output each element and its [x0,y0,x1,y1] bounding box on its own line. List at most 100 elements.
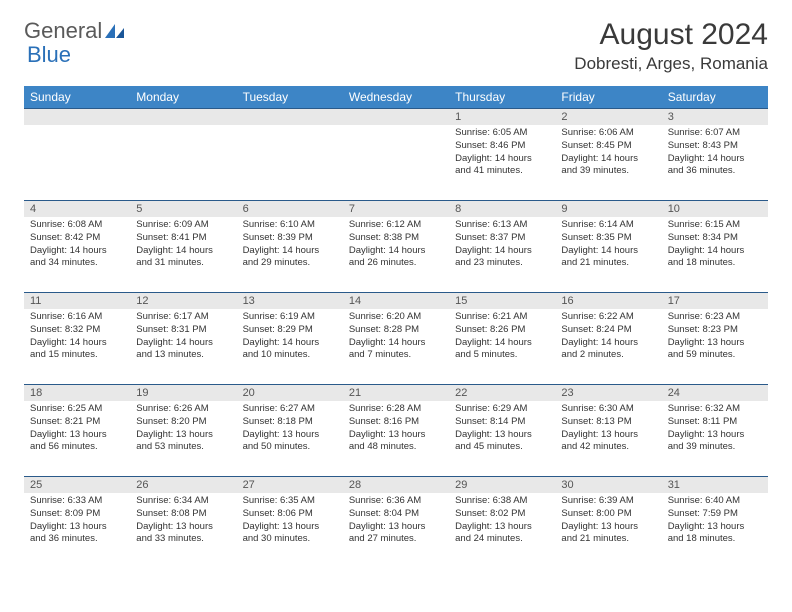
sunset-line: Sunset: 8:04 PM [349,508,443,521]
calendar-week: 25Sunrise: 6:33 AMSunset: 8:09 PMDayligh… [24,477,768,569]
calendar-week: 18Sunrise: 6:25 AMSunset: 8:21 PMDayligh… [24,385,768,477]
calendar-cell: 20Sunrise: 6:27 AMSunset: 8:18 PMDayligh… [237,385,343,477]
daylight-line: Daylight: 14 hours and 34 minutes. [30,245,124,271]
sunset-line: Sunset: 8:18 PM [243,416,337,429]
sunrise-line: Sunrise: 6:14 AM [561,219,655,232]
daylight-line: Daylight: 13 hours and 24 minutes. [455,521,549,547]
sunrise-line: Sunrise: 6:07 AM [668,127,762,140]
daylight-line: Daylight: 13 hours and 56 minutes. [30,429,124,455]
day-details: Sunrise: 6:33 AMSunset: 8:09 PMDaylight:… [24,493,130,550]
day-number: 3 [662,109,768,125]
sunset-line: Sunset: 8:46 PM [455,140,549,153]
calendar-cell: 18Sunrise: 6:25 AMSunset: 8:21 PMDayligh… [24,385,130,477]
sunrise-line: Sunrise: 6:08 AM [30,219,124,232]
sunset-line: Sunset: 8:20 PM [136,416,230,429]
daylight-line: Daylight: 14 hours and 23 minutes. [455,245,549,271]
daylight-line: Daylight: 14 hours and 7 minutes. [349,337,443,363]
sunrise-line: Sunrise: 6:33 AM [30,495,124,508]
month-title: August 2024 [574,18,768,52]
sunrise-line: Sunrise: 6:27 AM [243,403,337,416]
day-details: Sunrise: 6:16 AMSunset: 8:32 PMDaylight:… [24,309,130,366]
sunrise-line: Sunrise: 6:17 AM [136,311,230,324]
day-header-row: SundayMondayTuesdayWednesdayThursdayFrid… [24,86,768,109]
calendar-cell: 27Sunrise: 6:35 AMSunset: 8:06 PMDayligh… [237,477,343,569]
day-details: Sunrise: 6:30 AMSunset: 8:13 PMDaylight:… [555,401,661,458]
daylight-line: Daylight: 13 hours and 36 minutes. [30,521,124,547]
sunset-line: Sunset: 8:29 PM [243,324,337,337]
sunset-line: Sunset: 8:14 PM [455,416,549,429]
daylight-line: Daylight: 13 hours and 53 minutes. [136,429,230,455]
calendar-week: 1Sunrise: 6:05 AMSunset: 8:46 PMDaylight… [24,109,768,201]
day-details: Sunrise: 6:06 AMSunset: 8:45 PMDaylight:… [555,125,661,182]
daylight-line: Daylight: 13 hours and 59 minutes. [668,337,762,363]
day-number: 17 [662,293,768,309]
sunrise-line: Sunrise: 6:29 AM [455,403,549,416]
day-header: Wednesday [343,86,449,109]
sunrise-line: Sunrise: 6:35 AM [243,495,337,508]
location: Dobresti, Arges, Romania [574,54,768,74]
sunset-line: Sunset: 8:26 PM [455,324,549,337]
sunset-line: Sunset: 8:37 PM [455,232,549,245]
day-number: 30 [555,477,661,493]
calendar-cell: 28Sunrise: 6:36 AMSunset: 8:04 PMDayligh… [343,477,449,569]
daylight-line: Daylight: 14 hours and 10 minutes. [243,337,337,363]
day-details: Sunrise: 6:34 AMSunset: 8:08 PMDaylight:… [130,493,236,550]
day-details: Sunrise: 6:13 AMSunset: 8:37 PMDaylight:… [449,217,555,274]
calendar-cell: 1Sunrise: 6:05 AMSunset: 8:46 PMDaylight… [449,109,555,201]
day-details: Sunrise: 6:17 AMSunset: 8:31 PMDaylight:… [130,309,236,366]
calendar-cell: 31Sunrise: 6:40 AMSunset: 7:59 PMDayligh… [662,477,768,569]
calendar-cell: 14Sunrise: 6:20 AMSunset: 8:28 PMDayligh… [343,293,449,385]
day-details: Sunrise: 6:21 AMSunset: 8:26 PMDaylight:… [449,309,555,366]
calendar-cell: 3Sunrise: 6:07 AMSunset: 8:43 PMDaylight… [662,109,768,201]
day-number: 16 [555,293,661,309]
calendar-cell: 10Sunrise: 6:15 AMSunset: 8:34 PMDayligh… [662,201,768,293]
day-details: Sunrise: 6:38 AMSunset: 8:02 PMDaylight:… [449,493,555,550]
day-header: Tuesday [237,86,343,109]
sunset-line: Sunset: 8:41 PM [136,232,230,245]
day-number: 26 [130,477,236,493]
sunrise-line: Sunrise: 6:39 AM [561,495,655,508]
daylight-line: Daylight: 14 hours and 26 minutes. [349,245,443,271]
day-details: Sunrise: 6:29 AMSunset: 8:14 PMDaylight:… [449,401,555,458]
daylight-line: Daylight: 14 hours and 15 minutes. [30,337,124,363]
daylight-line: Daylight: 13 hours and 45 minutes. [455,429,549,455]
calendar-cell: 25Sunrise: 6:33 AMSunset: 8:09 PMDayligh… [24,477,130,569]
calendar-cell: 2Sunrise: 6:06 AMSunset: 8:45 PMDaylight… [555,109,661,201]
logo-word2: Blue [27,42,71,68]
daylight-line: Daylight: 14 hours and 29 minutes. [243,245,337,271]
sunset-line: Sunset: 7:59 PM [668,508,762,521]
daylight-line: Daylight: 13 hours and 30 minutes. [243,521,337,547]
sunset-line: Sunset: 8:32 PM [30,324,124,337]
calendar-cell: 29Sunrise: 6:38 AMSunset: 8:02 PMDayligh… [449,477,555,569]
daylight-line: Daylight: 13 hours and 27 minutes. [349,521,443,547]
day-header: Thursday [449,86,555,109]
day-number: 15 [449,293,555,309]
calendar-cell: 17Sunrise: 6:23 AMSunset: 8:23 PMDayligh… [662,293,768,385]
calendar-cell [24,109,130,201]
sunset-line: Sunset: 8:24 PM [561,324,655,337]
day-details: Sunrise: 6:32 AMSunset: 8:11 PMDaylight:… [662,401,768,458]
sunrise-line: Sunrise: 6:34 AM [136,495,230,508]
calendar-cell: 4 Sunrise: 6:08 AMSunset: 8:42 PMDaylight… [24,201,130,293]
sunset-line: Sunset: 8:35 PM [561,232,655,245]
day-details: Sunrise: 6:26 AMSunset: 8:20 PMDaylight:… [130,401,236,458]
day-number: 4 [24,201,130,217]
calendar-cell: 23Sunrise: 6:30 AMSunset: 8:13 PMDayligh… [555,385,661,477]
daylight-line: Daylight: 14 hours and 39 minutes. [561,153,655,179]
calendar-cell [343,109,449,201]
day-number: 10 [662,201,768,217]
day-details: Sunrise: 6:28 AMSunset: 8:16 PMDaylight:… [343,401,449,458]
day-number: 20 [237,385,343,401]
day-number: 23 [555,385,661,401]
logo-word1: General [24,18,102,44]
daylight-line: Daylight: 13 hours and 21 minutes. [561,521,655,547]
day-details: Sunrise: 6:07 AMSunset: 8:43 PMDaylight:… [662,125,768,182]
day-details: Sunrise: 6:05 AMSunset: 8:46 PMDaylight:… [449,125,555,182]
calendar-cell: 8Sunrise: 6:13 AMSunset: 8:37 PMDaylight… [449,201,555,293]
logo-sail-icon [104,23,126,39]
daylight-line: Daylight: 14 hours and 5 minutes. [455,337,549,363]
sunrise-line: Sunrise: 6:09 AM [136,219,230,232]
sunset-line: Sunset: 8:42 PM [30,232,124,245]
day-details: Sunrise: 6:27 AMSunset: 8:18 PMDaylight:… [237,401,343,458]
day-number: 5 [130,201,236,217]
